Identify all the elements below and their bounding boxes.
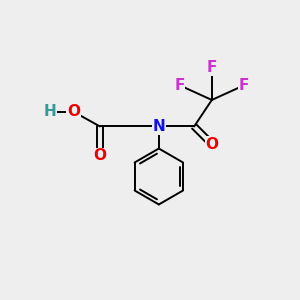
Text: N: N — [152, 119, 165, 134]
Text: O: O — [93, 148, 106, 164]
Text: F: F — [174, 78, 184, 93]
Text: O: O — [205, 136, 218, 152]
Text: F: F — [239, 78, 249, 93]
Text: O: O — [67, 104, 80, 119]
Text: H: H — [44, 104, 56, 119]
Text: F: F — [207, 60, 217, 75]
